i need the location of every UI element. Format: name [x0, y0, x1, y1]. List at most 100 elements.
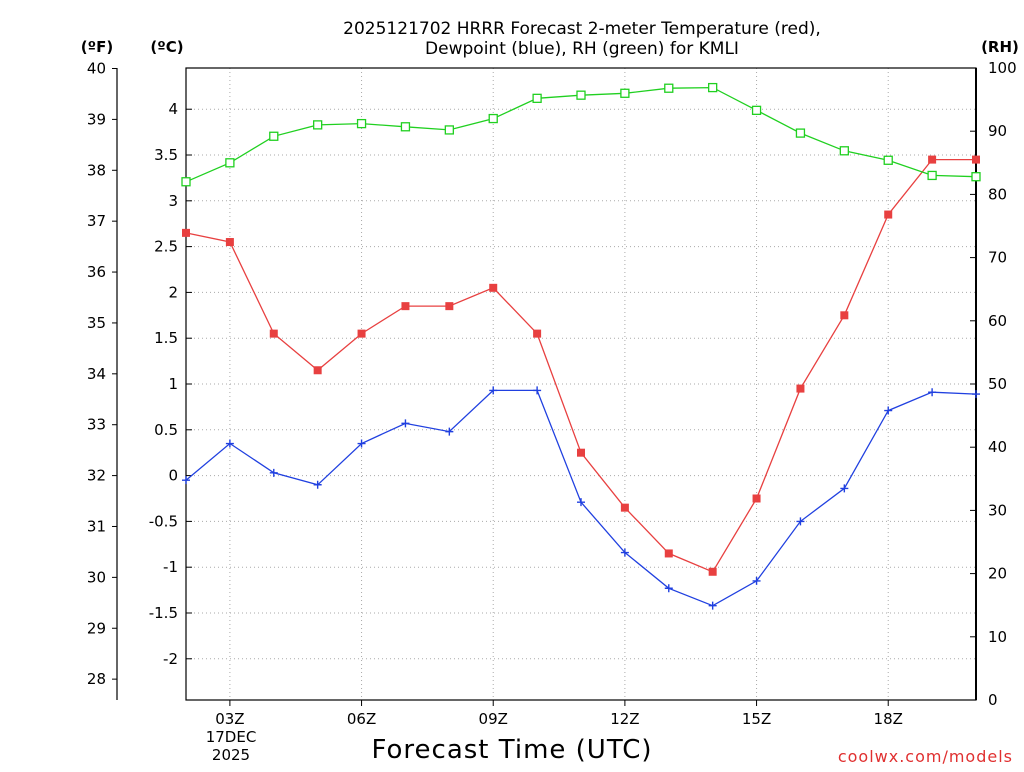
rh-point: [444, 125, 454, 135]
chart-title-line-2: Dewpoint (blue), RH (green) for KMLI: [425, 39, 739, 59]
rh-point: [927, 170, 937, 181]
celsius-unit-label: (ºC): [150, 38, 183, 56]
temperature-point: [796, 384, 805, 393]
rh-point: [971, 172, 981, 182]
x-tick-label: 09Z: [479, 710, 508, 728]
temperature-point: [225, 238, 234, 247]
celsius-tick-label: 0: [168, 467, 178, 485]
rh-tick-label: 30: [988, 501, 1007, 519]
rh-line: [185, 86, 977, 183]
dewpoint-point: [840, 484, 849, 493]
temperature-point: [313, 366, 322, 375]
temperature-point: [620, 503, 629, 512]
dewpoint-point: [313, 480, 322, 489]
rh-tick-label: 70: [988, 249, 1007, 267]
date-label-day: 17DEC: [206, 728, 257, 746]
fahrenheit-tick-label: 33: [87, 416, 106, 434]
rh-point: [225, 158, 235, 168]
fahrenheit-tick-label: 40: [87, 60, 106, 78]
dewpoint-line: [185, 389, 977, 607]
fahrenheit-tick-label: 37: [87, 212, 106, 230]
rh-point: [883, 155, 893, 165]
temperature-point: [928, 155, 937, 164]
fahrenheit-tick-label: 34: [87, 365, 106, 383]
fahrenheit-tick-label: 38: [87, 161, 106, 179]
rh-series: [181, 82, 981, 187]
temperature-point: [269, 329, 278, 338]
rh-point: [269, 131, 279, 141]
dewpoint-point: [401, 419, 410, 428]
rh-tick-label: 0: [988, 691, 998, 709]
rh-point: [795, 128, 806, 138]
celsius-tick-label: 4: [168, 100, 178, 118]
dewpoint-point: [182, 476, 190, 485]
rh-tick-label: 100: [988, 59, 1017, 77]
rh-tick-label: 50: [988, 375, 1007, 393]
celsius-axis: -2 -1.5 -1 -0.5 0 0.5 1 1.5 2 2.5 3 3.5 4: [149, 100, 192, 668]
temperature-point: [708, 567, 717, 576]
temperature-point: [840, 311, 849, 320]
temperature-point: [357, 329, 366, 338]
chart-title: 2025121702 HRRR Forecast 2-meter Tempera…: [343, 19, 821, 59]
chart-title-line-1: 2025121702 HRRR Forecast 2-meter Tempera…: [343, 19, 821, 39]
dewpoint-point: [577, 498, 585, 507]
dewpoint-point: [884, 406, 893, 415]
celsius-tick-label: -1.5: [149, 604, 178, 622]
celsius-tick-label: 2.5: [154, 238, 178, 256]
temperature-point: [445, 302, 454, 311]
dewpoint-series: [182, 386, 980, 610]
dewpoint-point: [225, 439, 234, 448]
rh-axis: 0 10 20 30 40 50 60 70 80 90 100: [970, 59, 1017, 709]
rh-point: [751, 105, 762, 115]
rh-point: [576, 90, 586, 100]
fahrenheit-tick-label: 36: [87, 263, 106, 281]
temperature-point: [401, 302, 410, 311]
dewpoint-point: [972, 390, 980, 399]
temperature-line: [185, 158, 976, 573]
x-tick-label: 03Z: [215, 710, 244, 728]
rh-tick-label: 10: [988, 628, 1007, 646]
rh-point: [356, 118, 367, 129]
fahrenheit-tick-label: 39: [87, 110, 106, 128]
celsius-tick-label: 1.5: [154, 329, 178, 347]
fahrenheit-axis: 28 29 30 31 32 33 34 35 36 37 38 39 40: [87, 60, 117, 688]
celsius-tick-label: -2: [163, 650, 178, 668]
dewpoint-point: [357, 439, 366, 448]
x-axis: 03Z 06Z 09Z 12Z 15Z 18Z: [215, 700, 903, 728]
temperature-point: [972, 155, 980, 164]
rh-point: [313, 120, 323, 130]
celsius-tick-label: 3: [168, 192, 178, 210]
dewpoint-point: [533, 386, 542, 395]
gridlines: [186, 68, 976, 700]
rh-tick-label: 40: [988, 438, 1007, 456]
celsius-tick-label: -0.5: [149, 512, 178, 530]
fahrenheit-tick-label: 29: [87, 619, 106, 637]
x-tick-label: 18Z: [874, 710, 903, 728]
rh-point: [664, 83, 674, 93]
dewpoint-point: [269, 468, 278, 477]
fahrenheit-tick-label: 30: [87, 568, 106, 586]
fahrenheit-tick-label: 32: [87, 467, 106, 485]
fahrenheit-tick-label: 28: [87, 670, 106, 688]
celsius-tick-label: 0.5: [154, 421, 178, 439]
temperature-point: [664, 549, 673, 558]
celsius-tick-label: 3.5: [154, 146, 178, 164]
rh-tick-label: 20: [988, 565, 1007, 583]
x-tick-label: 15Z: [742, 710, 771, 728]
dewpoint-point: [708, 601, 717, 610]
fahrenheit-tick-label: 31: [87, 517, 106, 535]
temperature-point: [182, 228, 190, 237]
celsius-tick-label: -1: [163, 558, 178, 576]
credit-text: coolwx.com/models: [838, 747, 1013, 766]
fahrenheit-unit-label: (ºF): [81, 38, 113, 56]
temperature-series: [182, 155, 980, 576]
rh-tick-label: 60: [988, 312, 1007, 330]
temperature-point: [752, 494, 761, 503]
celsius-tick-label: 2: [168, 283, 178, 301]
dewpoint-point: [752, 576, 761, 585]
x-tick-label: 06Z: [347, 710, 376, 728]
temperature-point: [489, 283, 498, 292]
rh-tick-label: 90: [988, 122, 1007, 140]
temperature-point: [884, 210, 893, 219]
